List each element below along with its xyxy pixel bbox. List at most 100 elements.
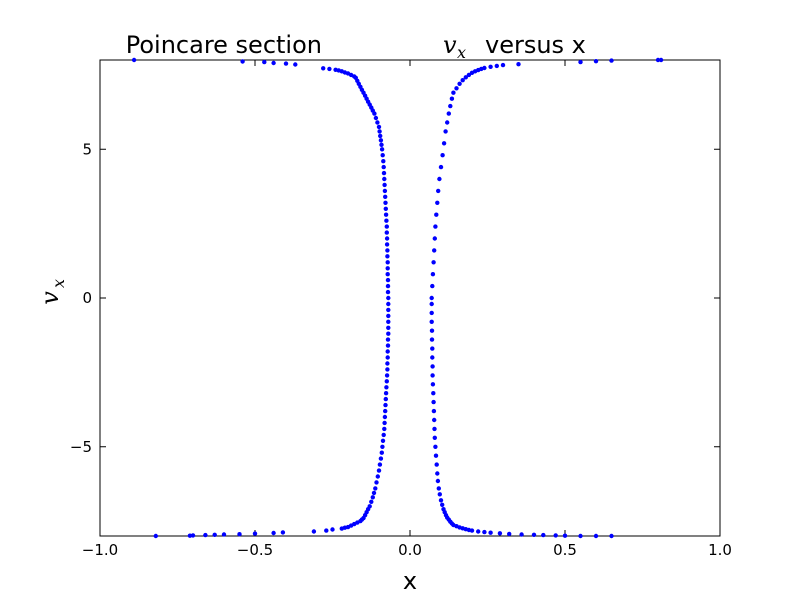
scatter-point xyxy=(375,120,380,125)
scatter-point xyxy=(380,438,386,443)
scatter-point xyxy=(283,61,289,66)
scatter-point xyxy=(433,444,438,449)
scatter-point xyxy=(330,527,335,532)
scatter-point xyxy=(293,62,298,67)
scatter-point xyxy=(379,450,384,455)
scatter-points xyxy=(131,57,664,539)
scatter-point xyxy=(380,153,385,158)
scatter-point xyxy=(488,530,493,535)
scatter-point xyxy=(431,399,436,405)
scatter-point xyxy=(440,153,445,158)
scatter-point xyxy=(443,129,448,134)
scatter-point xyxy=(609,58,614,63)
scatter-point xyxy=(378,133,383,139)
scatter-point xyxy=(386,331,391,336)
scatter-point xyxy=(432,435,437,440)
scatter-point xyxy=(383,408,388,414)
scatter-point xyxy=(435,478,441,484)
scatter-point xyxy=(519,532,524,537)
scatter-point xyxy=(381,170,387,176)
scatter-point xyxy=(373,486,378,491)
scatter-point xyxy=(385,367,390,372)
scatter-point xyxy=(446,111,451,116)
scatter-point xyxy=(438,498,444,503)
scatter-point xyxy=(440,502,445,507)
scatter-point xyxy=(271,530,276,536)
scatter-point xyxy=(383,396,388,402)
scatter-point xyxy=(441,141,447,146)
chart-title: Poincare section xyxy=(126,31,322,59)
scatter-point xyxy=(379,142,384,147)
scatter-point xyxy=(386,313,391,319)
y-axis-label-group: v x xyxy=(36,279,68,305)
scatter-point xyxy=(221,532,227,537)
scatter-point xyxy=(280,530,286,535)
scatter-point xyxy=(437,176,442,182)
y-tick-label: 5 xyxy=(82,140,92,158)
scatter-point xyxy=(385,272,390,277)
y-tick-label: 0 xyxy=(82,289,92,307)
scatter-point xyxy=(431,408,437,414)
scatter-point xyxy=(377,129,382,134)
scatter-point xyxy=(432,426,437,432)
scatter-point xyxy=(429,319,434,324)
scatter-point xyxy=(494,63,499,69)
scatter-point xyxy=(429,328,435,333)
scatter-point xyxy=(429,301,434,307)
chart-title-var-sub: x xyxy=(457,43,466,62)
scatter-point xyxy=(327,66,332,72)
x-tick-label: −1.0 xyxy=(82,541,118,559)
plot-area xyxy=(99,59,721,537)
scatter-point xyxy=(187,533,193,538)
scatter-point xyxy=(433,224,438,229)
scatter-point xyxy=(434,462,439,467)
scatter-point xyxy=(385,260,390,265)
chart-title-suffix: versus x xyxy=(485,31,586,59)
scatter-point xyxy=(339,526,344,531)
scatter-point xyxy=(203,532,208,538)
scatter-point xyxy=(324,528,329,533)
scatter-point xyxy=(240,59,245,64)
scatter-point xyxy=(382,182,387,188)
scatter-point xyxy=(430,382,436,387)
scatter-point xyxy=(454,86,459,91)
scatter-point xyxy=(382,426,387,432)
scatter-point xyxy=(435,200,440,205)
scatter-point xyxy=(131,57,137,63)
scatter-point xyxy=(451,90,456,95)
scatter-point xyxy=(381,432,386,438)
scatter-point xyxy=(383,206,388,211)
chart-title-var: v xyxy=(443,31,457,59)
scatter-point xyxy=(432,236,437,241)
scatter-point xyxy=(516,61,521,67)
scatter-point xyxy=(457,81,462,87)
y-axis-label: v xyxy=(36,291,64,305)
scatter-point xyxy=(379,147,385,152)
scatter-point xyxy=(237,532,242,537)
scatter-point xyxy=(377,462,383,467)
scatter-point xyxy=(382,176,387,182)
scatter-point xyxy=(385,277,391,283)
scatter-point xyxy=(482,65,487,71)
scatter-point xyxy=(466,72,472,78)
scatter-point xyxy=(497,531,503,536)
scatter-point xyxy=(562,533,568,538)
scatter-point xyxy=(382,188,388,194)
scatter-point xyxy=(383,212,389,217)
scatter-point xyxy=(381,164,386,170)
scatter-point xyxy=(436,188,441,194)
scatter-point xyxy=(500,62,506,68)
scatter-point xyxy=(449,96,455,101)
scatter-point xyxy=(384,230,389,235)
scatter-point xyxy=(436,486,441,491)
scatter-point xyxy=(374,480,379,485)
scatter-point xyxy=(609,533,614,539)
scatter-point xyxy=(384,379,389,384)
scatter-point xyxy=(430,364,435,369)
scatter-point xyxy=(429,295,434,301)
scatter-point xyxy=(507,531,512,537)
scatter-point xyxy=(383,194,388,199)
scatter-point xyxy=(384,373,390,378)
scatter-point xyxy=(531,532,537,537)
